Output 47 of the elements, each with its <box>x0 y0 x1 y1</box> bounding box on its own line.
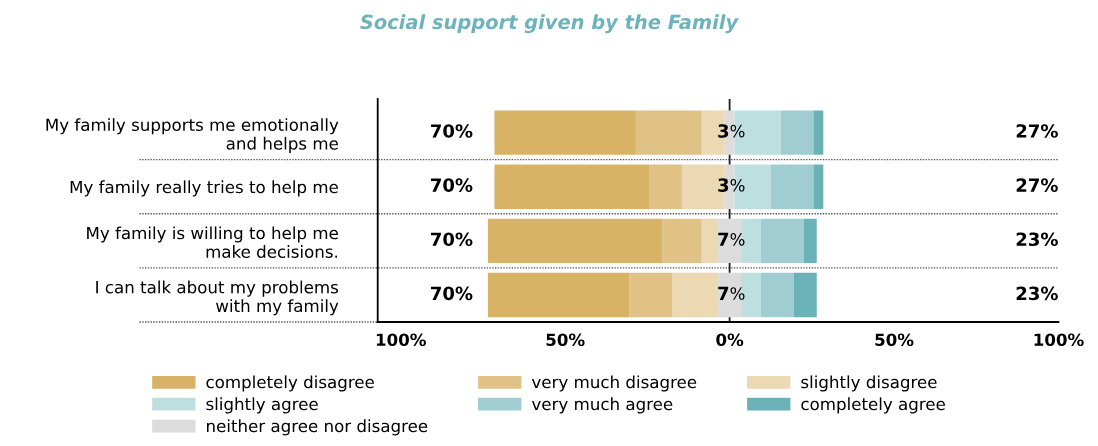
bar <box>793 272 817 318</box>
bar <box>494 164 650 209</box>
x-tick-label: 50% <box>875 333 914 347</box>
data-label: 7% <box>718 286 745 300</box>
bar <box>760 218 804 264</box>
y-tick-label: My family really tries to help me <box>70 180 338 197</box>
legend-label: slightly disagree <box>801 375 937 392</box>
annotation: 70% <box>431 124 473 138</box>
data-label: 3% <box>718 124 745 138</box>
bar <box>803 218 817 264</box>
x-tick-label: 0% <box>716 333 744 347</box>
bar <box>672 272 719 318</box>
bar <box>813 110 824 155</box>
x-tick-label: 100% <box>376 333 426 347</box>
legend-label: completely agree <box>801 397 945 414</box>
bar <box>494 110 636 155</box>
annotation: 70% <box>431 286 473 301</box>
bar <box>770 164 814 209</box>
bar <box>780 110 814 155</box>
y-tick-label: My family is willing to help me make decisions. <box>87 226 338 258</box>
bar <box>662 218 702 264</box>
legend-label: very much disagree <box>531 375 697 392</box>
bar <box>701 218 719 264</box>
chart-title: Social support given by the Family <box>360 14 739 34</box>
bar <box>635 110 702 155</box>
bar <box>629 272 673 318</box>
bar <box>760 272 794 318</box>
annotation: 27% <box>1016 178 1058 192</box>
data-label: 3% <box>718 178 745 192</box>
y-tick-label: I can talk about my problems with my family <box>96 280 339 316</box>
annotation: 23% <box>1016 286 1058 301</box>
annotation: 70% <box>431 232 473 247</box>
x-tick-label: 50% <box>546 333 585 347</box>
bar <box>813 164 824 209</box>
legend-label: completely disagree <box>206 375 374 392</box>
y-tick-label: My family supports me emotionally and helps me <box>46 118 339 153</box>
annotation: 27% <box>1016 124 1058 138</box>
bar <box>487 272 630 318</box>
bar <box>487 218 663 264</box>
legend-label: very much agree <box>531 397 673 414</box>
data-label: 7% <box>718 232 745 246</box>
legend-label: neither agree nor disagree <box>207 419 428 436</box>
legend-label: slightly agree <box>206 397 318 414</box>
x-tick-label: 100% <box>1034 333 1084 347</box>
bar <box>649 164 682 209</box>
annotation: 70% <box>431 178 473 192</box>
annotation: 23% <box>1016 232 1058 247</box>
